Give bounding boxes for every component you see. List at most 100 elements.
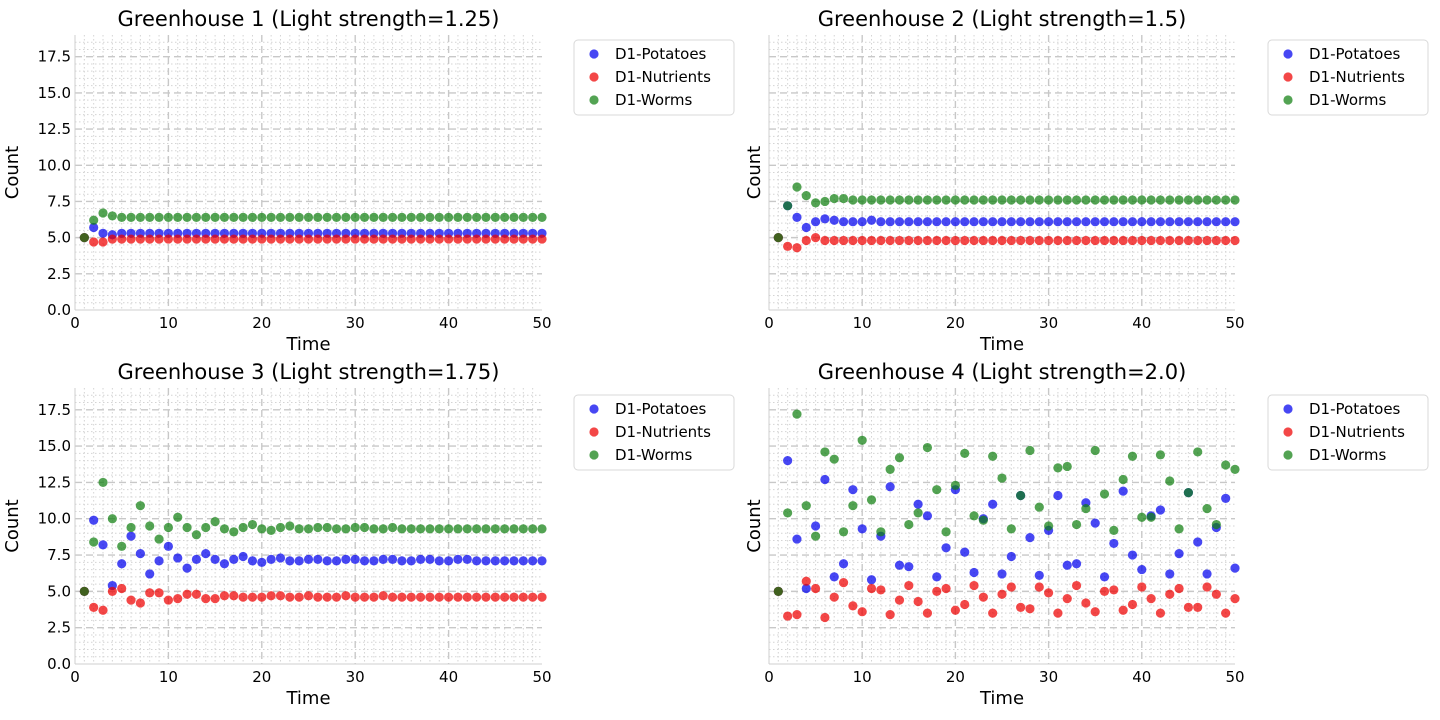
legend-label: D1-Potatoes	[1309, 45, 1401, 63]
data-point	[266, 234, 276, 244]
x-tick-label: 40	[439, 668, 458, 686]
data-point	[1155, 235, 1166, 246]
data-point	[313, 554, 323, 565]
data-point	[969, 567, 979, 578]
data-point	[1230, 217, 1240, 227]
data-point	[913, 499, 923, 509]
x-tick-label: 40	[1132, 314, 1151, 332]
data-point	[303, 554, 314, 565]
data-point	[941, 195, 951, 205]
series-D1-Worms	[79, 477, 547, 596]
data-point	[500, 212, 510, 222]
legend-label: D1-Worms	[1309, 91, 1387, 109]
data-point	[359, 212, 370, 222]
data-point	[472, 556, 482, 566]
legend-label: D1-Nutrients	[1309, 423, 1405, 441]
data-point	[876, 527, 886, 537]
data-point	[369, 524, 379, 534]
data-point	[387, 554, 398, 565]
x-tick-label: 30	[346, 668, 365, 686]
data-point	[1099, 217, 1110, 227]
data-point	[528, 556, 538, 566]
data-point	[107, 586, 117, 596]
data-point	[163, 541, 173, 551]
data-point	[369, 212, 379, 222]
data-point	[1165, 476, 1175, 486]
data-point	[922, 511, 933, 521]
data-point	[783, 611, 793, 621]
data-point	[978, 217, 988, 227]
data-point	[331, 592, 342, 602]
data-point	[1146, 195, 1156, 205]
data-point	[191, 589, 202, 599]
data-point	[932, 195, 942, 205]
data-point	[922, 608, 933, 618]
data-point	[229, 554, 239, 565]
data-point	[126, 595, 136, 605]
chart-panel-3: 0 10 20 30 40 50 0.0 2.5 5.0 7.5 10.0 12.5 15.0 17.5 G…	[2, 360, 735, 709]
data-point	[201, 234, 211, 244]
data-point	[182, 212, 192, 222]
data-point	[820, 612, 830, 623]
data-point	[1155, 217, 1166, 227]
data-point	[537, 234, 547, 244]
data-point	[1202, 235, 1212, 246]
data-point	[978, 515, 988, 525]
data-point	[406, 592, 416, 602]
data-point	[988, 235, 998, 246]
data-point	[528, 524, 538, 534]
data-point	[1090, 518, 1100, 528]
data-point	[210, 234, 220, 244]
data-point	[1062, 560, 1072, 570]
data-point	[1025, 195, 1035, 205]
data-point	[997, 217, 1007, 227]
data-point	[1109, 217, 1119, 227]
y-axis-label: Count	[2, 499, 23, 552]
y-tick-label: 0.0	[47, 301, 71, 319]
y-tick-label: 17.5	[38, 48, 71, 66]
data-point	[359, 556, 370, 566]
data-point	[191, 234, 202, 244]
data-point	[1099, 235, 1110, 246]
data-point	[266, 554, 276, 565]
data-point	[1090, 445, 1100, 456]
data-point	[1081, 195, 1091, 205]
data-point	[829, 215, 839, 225]
data-point	[1165, 195, 1175, 205]
data-point	[331, 524, 342, 534]
data-point	[472, 592, 482, 602]
data-point	[1127, 235, 1138, 246]
data-point	[1183, 602, 1193, 612]
data-point	[378, 234, 388, 244]
data-point	[425, 554, 435, 565]
data-point	[1090, 235, 1100, 246]
data-point	[792, 409, 802, 419]
data-point	[829, 235, 839, 246]
data-point	[313, 212, 323, 222]
data-point	[1221, 460, 1231, 470]
data-point	[359, 522, 370, 533]
data-point	[453, 554, 463, 565]
data-point	[341, 591, 351, 601]
data-point	[792, 610, 802, 620]
data-point	[904, 217, 914, 227]
x-tick-label: 0	[70, 668, 80, 686]
data-point	[894, 595, 905, 605]
data-point	[801, 191, 811, 201]
data-point	[238, 592, 248, 602]
y-tick-label: 12.5	[38, 473, 71, 491]
grid	[75, 35, 542, 310]
data-point	[117, 559, 127, 569]
x-tick-label: 10	[853, 668, 872, 686]
data-point	[997, 195, 1007, 205]
data-point	[490, 212, 500, 222]
data-point	[257, 557, 267, 567]
x-tick-label: 50	[1225, 668, 1244, 686]
data-point	[1006, 217, 1016, 227]
data-point	[848, 235, 858, 246]
data-point	[303, 234, 314, 244]
data-point	[89, 602, 99, 612]
data-point	[848, 601, 858, 611]
legend-marker	[589, 49, 599, 59]
data-point	[294, 524, 304, 534]
